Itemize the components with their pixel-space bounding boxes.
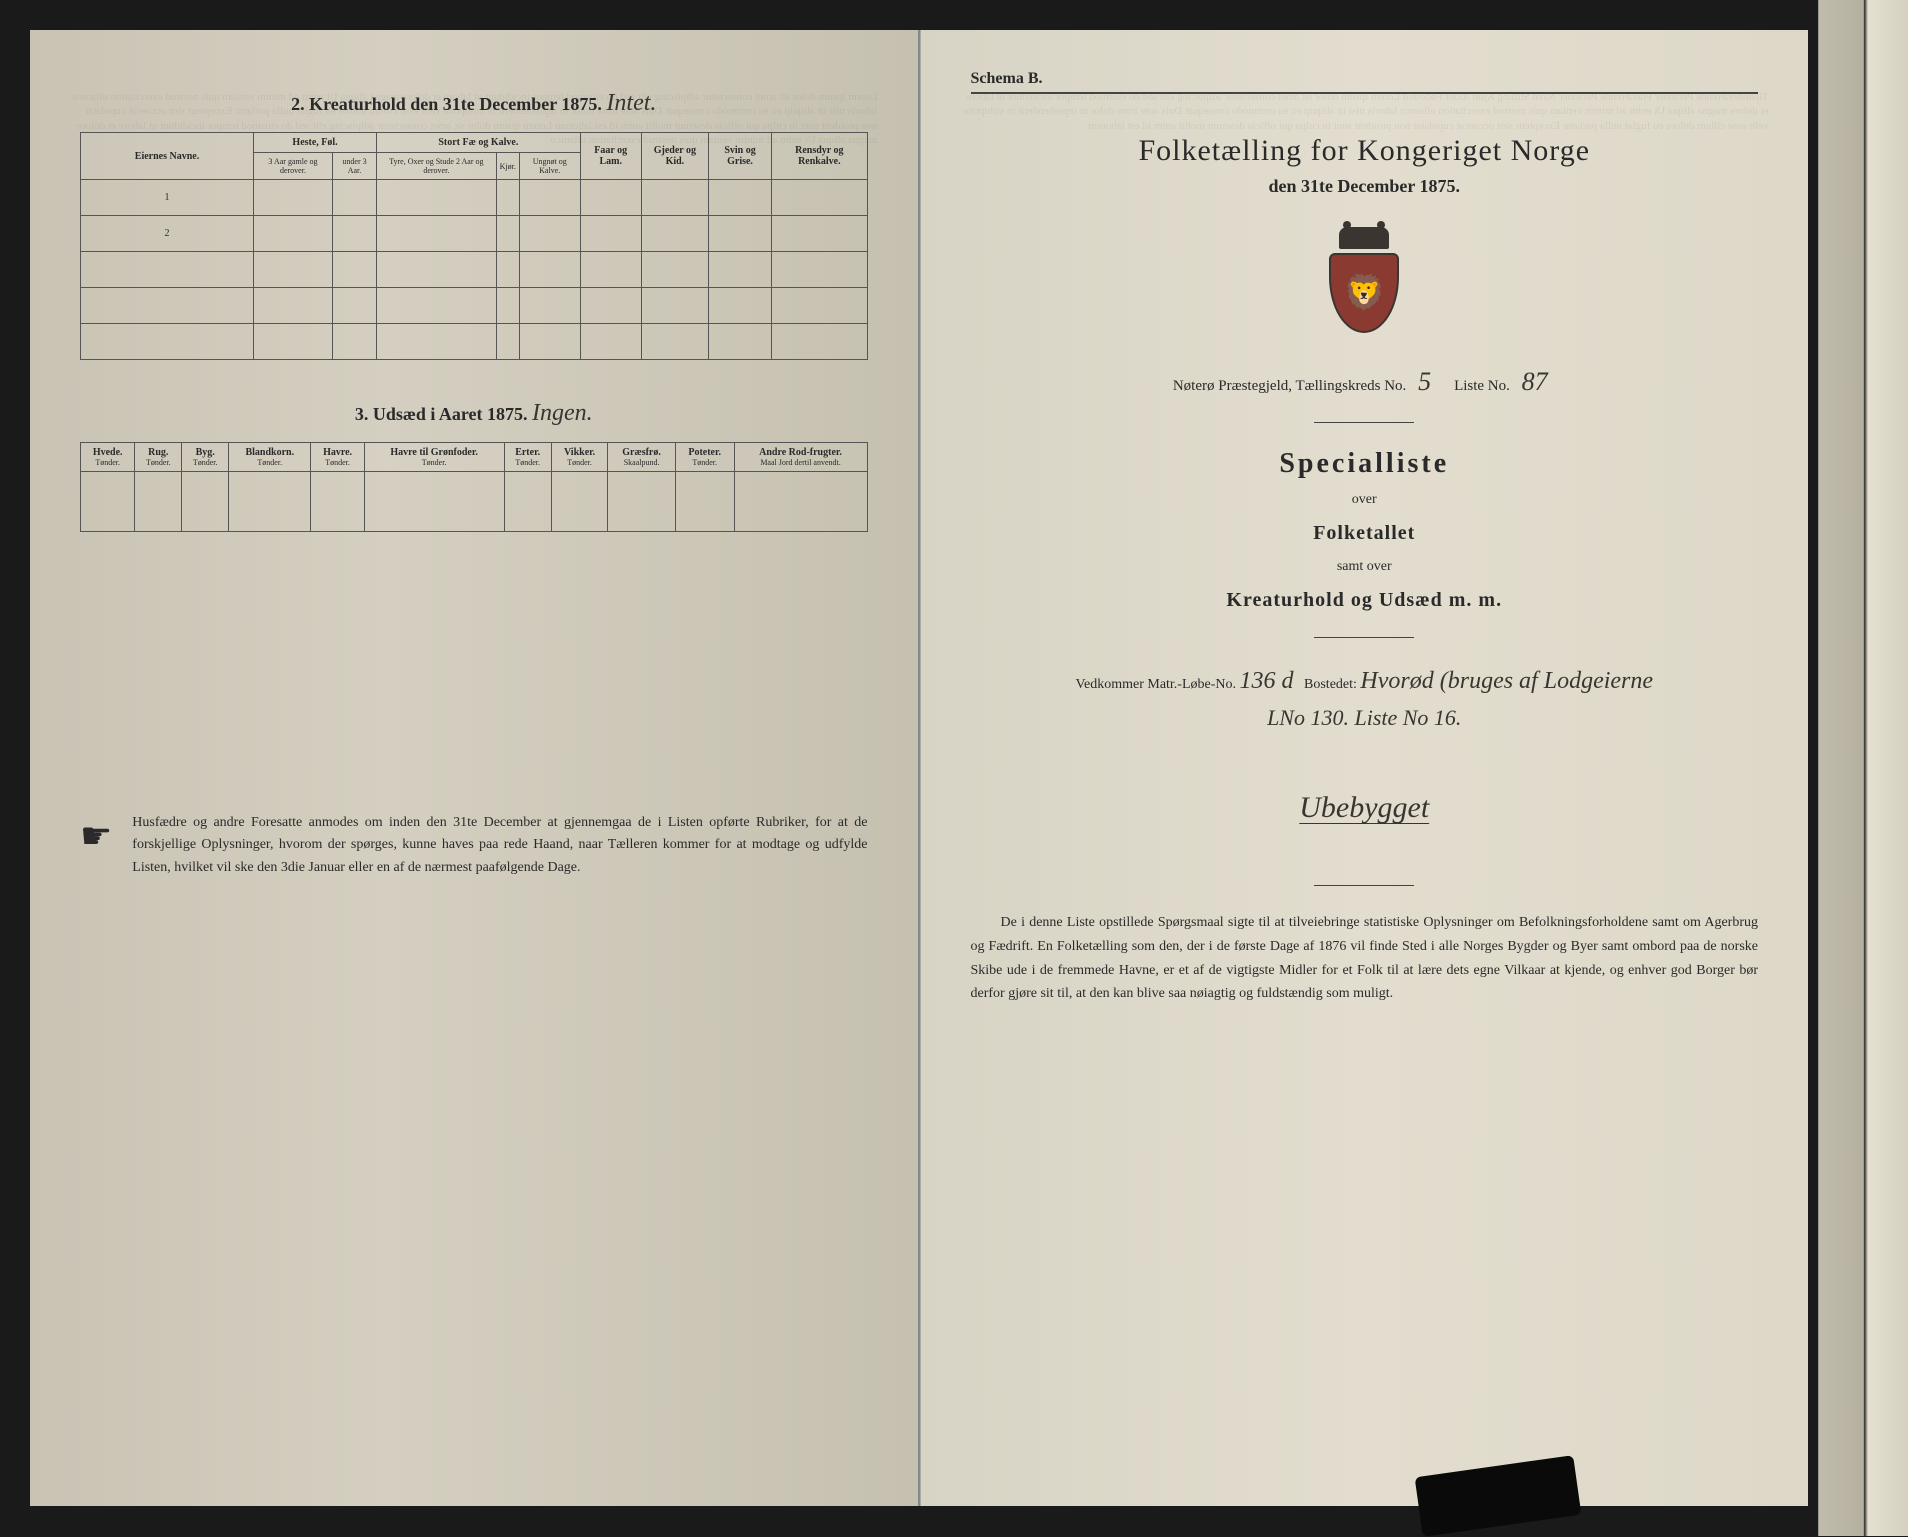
table-row bbox=[81, 288, 868, 324]
col-vikker: Vikker.Tønder. bbox=[551, 443, 608, 472]
col-stort-a: Tyre, Oxer og Stude 2 Aar og derover. bbox=[377, 153, 497, 180]
col-owner: Eiernes Navne. bbox=[81, 133, 254, 180]
divider bbox=[1314, 885, 1414, 886]
sub-title: den 31te December 1875. bbox=[971, 176, 1759, 197]
col-poteter: Poteter.Tønder. bbox=[675, 443, 734, 472]
col-byg: Byg.Tønder. bbox=[182, 443, 229, 472]
section-2-title: 2. Kreaturhold den 31te December 1875. I… bbox=[80, 90, 868, 117]
section-3-number: 3. bbox=[355, 404, 369, 424]
open-book: Lorem ipsum dolor sit amet consectetur a… bbox=[30, 30, 1808, 1506]
right-page: Tilstedeværende Personer Fraværende Pers… bbox=[920, 30, 1809, 1506]
col-blandkorn: Blandkorn.Tønder. bbox=[229, 443, 311, 472]
bostedet-label: Bostedet: bbox=[1304, 677, 1357, 692]
schema-underline bbox=[971, 92, 1759, 94]
main-title: Folketælling for Kongeriget Norge bbox=[971, 134, 1759, 168]
coat-of-arms-icon: 🦁 bbox=[1319, 227, 1409, 337]
col-heste-b: under 3 Aar. bbox=[332, 153, 376, 180]
col-erter: Erter.Tønder. bbox=[504, 443, 551, 472]
col-group-heste: Heste, Føl. bbox=[254, 133, 377, 153]
bostedet-hw2: LNo 130. Liste No 16. bbox=[971, 705, 1759, 731]
pointing-hand-icon: ☛ bbox=[80, 808, 112, 866]
over-label: over bbox=[971, 492, 1759, 508]
shield-icon: 🦁 bbox=[1329, 253, 1399, 333]
footnote-text: Husfædre og andre Foresatte anmodes om i… bbox=[132, 812, 867, 879]
col-stort-c: Ungnøt og Kalve. bbox=[519, 153, 580, 180]
matr-no: 136 d bbox=[1240, 668, 1294, 694]
table-row bbox=[81, 472, 868, 532]
left-page: Lorem ipsum dolor sit amet consectetur a… bbox=[30, 30, 920, 1506]
liste-label: Liste No. bbox=[1454, 378, 1510, 394]
seed-table: Hvede.Tønder. Rug.Tønder. Byg.Tønder. Bl… bbox=[80, 442, 868, 532]
col-andre: Andre Rod-frugter.Maal Jord dertil anven… bbox=[734, 443, 867, 472]
left-footnote: ☛ Husfædre og andre Foresatte anmodes om… bbox=[80, 812, 868, 879]
liste-no: 87 bbox=[1514, 367, 1556, 396]
district-no: 5 bbox=[1410, 367, 1439, 396]
page-edge-strip bbox=[1818, 0, 1908, 1536]
divider bbox=[1314, 637, 1414, 638]
samt-label: samt over bbox=[971, 559, 1759, 575]
folketallet-label: Folketallet bbox=[971, 522, 1759, 545]
table-row bbox=[81, 252, 868, 288]
kreatur-label: Kreaturhold og Udsæd m. m. bbox=[971, 589, 1759, 612]
crown-icon bbox=[1339, 227, 1389, 249]
matr-label: Vedkommer Matr.-Løbe-No. bbox=[1075, 677, 1236, 692]
divider bbox=[1314, 422, 1414, 423]
lion-icon: 🦁 bbox=[1343, 273, 1385, 313]
col-stort-b: Kjør. bbox=[496, 153, 519, 180]
col-rug: Rug.Tønder. bbox=[135, 443, 182, 472]
section-3-text: Udsæd i Aaret 1875. bbox=[373, 404, 528, 424]
col-havre-gron: Havre til Grønfoder.Tønder. bbox=[364, 443, 504, 472]
table-row bbox=[81, 324, 868, 360]
col-gjeder: Gjeder og Kid. bbox=[641, 133, 708, 180]
col-group-stort: Stort Fæ og Kalve. bbox=[377, 133, 581, 153]
col-heste-a: 3 Aar gamle og derover. bbox=[254, 153, 333, 180]
district-prefix: Nøterø Præstegjeld, Tællingskreds No. bbox=[1173, 378, 1406, 394]
table-row: 1 bbox=[81, 180, 868, 216]
row-2-label: 2 bbox=[81, 216, 254, 252]
table-row: 2 bbox=[81, 216, 868, 252]
col-havre: Havre.Tønder. bbox=[311, 443, 364, 472]
special-title: Specialliste bbox=[971, 448, 1759, 480]
col-rensdyr: Rensdyr og Renkalve. bbox=[772, 133, 867, 180]
col-hvede: Hvede.Tønder. bbox=[81, 443, 135, 472]
section-2-handwritten: Intet. bbox=[606, 90, 656, 116]
section-3-handwritten: Ingen. bbox=[532, 400, 593, 426]
col-faar: Faar og Lam. bbox=[580, 133, 641, 180]
matr-line: Vedkommer Matr.-Løbe-No. 136 d Bostedet:… bbox=[971, 668, 1759, 695]
bostedet-hw: Hvorød (bruges af Lodgeierne bbox=[1360, 668, 1653, 694]
section-2-text: Kreaturhold den 31te December 1875. bbox=[309, 94, 602, 114]
col-svin: Svin og Grise. bbox=[708, 133, 771, 180]
section-3-title: 3. Udsæd i Aaret 1875. Ingen. bbox=[80, 400, 868, 427]
right-paragraph: De i denne Liste opstillede Spørgsmaal s… bbox=[971, 911, 1759, 1006]
schema-label: Schema B. bbox=[971, 70, 1759, 88]
section-2-number: 2. bbox=[291, 94, 305, 114]
row-1-label: 1 bbox=[81, 180, 254, 216]
livestock-table: Eiernes Navne. Heste, Føl. Stort Fæ og K… bbox=[80, 132, 868, 360]
signature: Ubebygget bbox=[971, 791, 1759, 825]
col-graesfro: Græsfrø.Skaalpund. bbox=[608, 443, 676, 472]
district-line: Nøterø Præstegjeld, Tællingskreds No. 5 … bbox=[971, 367, 1759, 397]
